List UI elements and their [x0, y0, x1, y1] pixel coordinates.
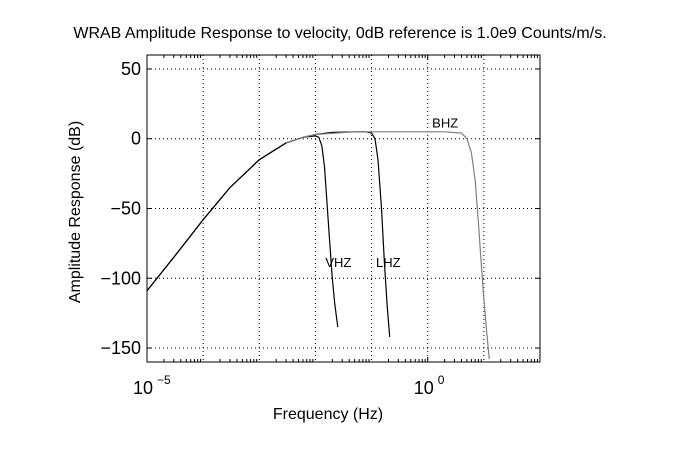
y-tick-label: 50: [121, 59, 141, 79]
x-tick-label: 10: [414, 378, 434, 398]
series-line-lhz: [146, 131, 391, 337]
series-line-bhz: [285, 131, 490, 360]
series-label-vhz: VHZ: [325, 255, 351, 270]
chart-title: WRAB Amplitude Response to velocity, 0dB…: [73, 25, 606, 42]
series-lines: [146, 131, 490, 360]
x-axis-label: Frequency (Hz): [273, 406, 383, 423]
x-tick-exponent: 0: [438, 373, 445, 387]
y-tick-label: −150: [100, 338, 141, 358]
y-axis-label: Amplitude Response (dB): [67, 121, 84, 303]
series-label-lhz: LHZ: [376, 255, 401, 270]
x-tick-label: 10: [133, 378, 153, 398]
y-tick-label: −50: [110, 199, 141, 219]
x-tick-exponent: −5: [157, 373, 171, 387]
y-tick-label: −100: [100, 268, 141, 288]
series-labels: VHZ LHZ BHZ: [325, 116, 458, 271]
axis-ticks: 50 0 −50 −100 −150 10 −5 10 0: [100, 55, 540, 398]
series-line-vhz: [146, 135, 339, 328]
series-label-bhz: BHZ: [432, 116, 458, 131]
grid-lines: [147, 55, 540, 362]
y-tick-label: 0: [131, 129, 141, 149]
